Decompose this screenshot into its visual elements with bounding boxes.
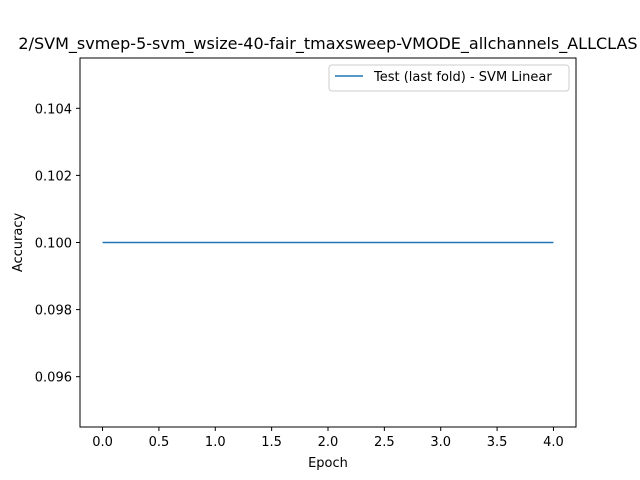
plot-area	[79, 57, 577, 428]
x-tick-label: 4.0	[543, 435, 564, 450]
x-tick-label: 2.0	[318, 435, 339, 450]
x-tick-label: 1.5	[261, 435, 282, 450]
y-tick-label: 0.100	[35, 237, 72, 252]
x-axis-label: Epoch	[308, 456, 348, 471]
y-tick-label: 0.098	[35, 304, 72, 319]
y-tick-label: 0.096	[35, 371, 72, 386]
y-tick-label: 0.104	[35, 102, 72, 117]
y-tick-label: 0.102	[35, 169, 72, 184]
x-axis-ticks: 0.0 0.5 1.0 1.5 2.0 2.5 3.0 3.5 4.0	[92, 427, 564, 450]
chart-title: 2/SVM_svmep-5-svm_wsize-40-fair_tmaxswee…	[18, 34, 637, 54]
y-axis-ticks: 0.096 0.098 0.100 0.102 0.104	[35, 102, 80, 386]
legend-label: Test (last fold) - SVM Linear	[373, 70, 552, 85]
x-tick-label: 1.0	[205, 435, 226, 450]
y-axis-label: Accuracy	[11, 213, 26, 273]
x-tick-label: 3.0	[430, 435, 451, 450]
x-tick-label: 0.5	[149, 435, 170, 450]
x-tick-label: 0.0	[92, 435, 113, 450]
legend: Test (last fold) - SVM Linear	[328, 64, 570, 92]
legend-box	[328, 64, 570, 92]
x-tick-label: 2.5	[374, 435, 395, 450]
x-tick-label: 3.5	[487, 435, 508, 450]
